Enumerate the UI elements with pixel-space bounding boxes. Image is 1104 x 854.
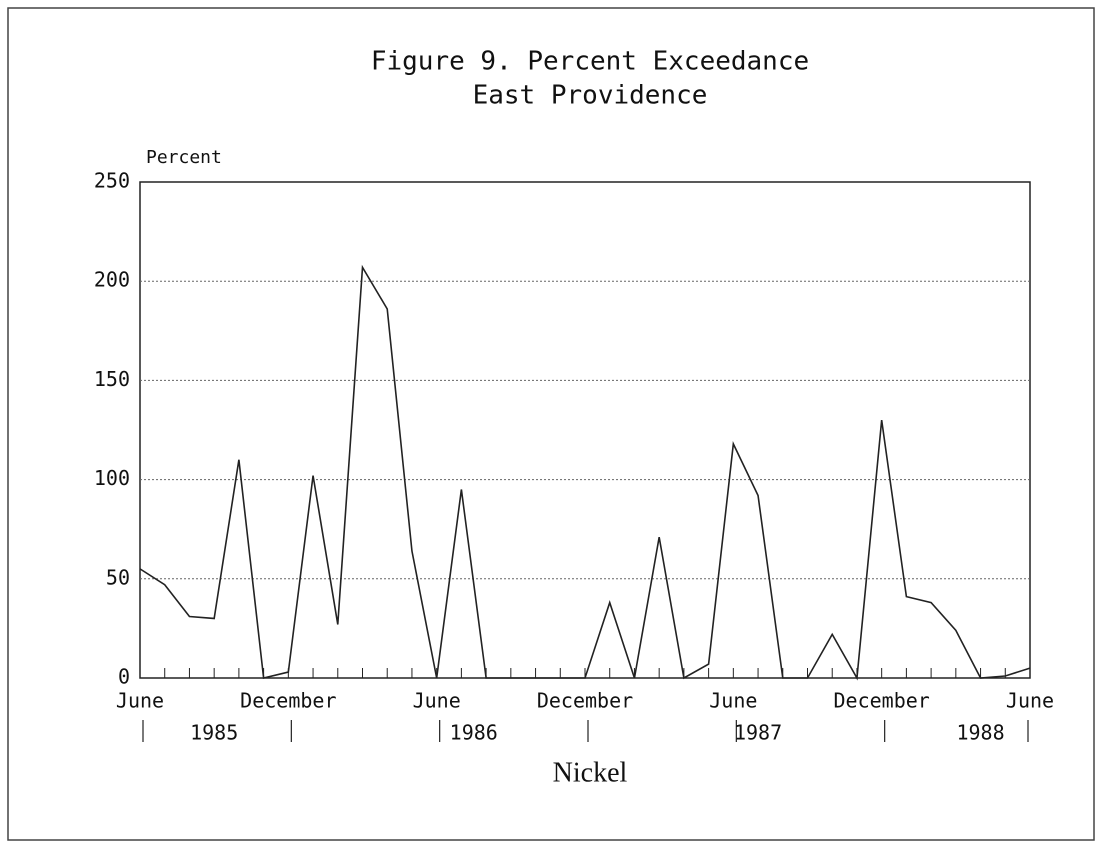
x-tick-label: December [537, 689, 633, 713]
y-tick-label: 0 [118, 665, 130, 689]
y-tick-label: 200 [94, 268, 130, 292]
frame [7, 7, 1095, 841]
y-axis-label: Percent [146, 147, 222, 168]
x-tick-label: June [1006, 689, 1054, 713]
y-tick-label: 150 [94, 367, 130, 391]
data-line [139, 264, 1031, 681]
year-label: 1986 [450, 721, 498, 745]
chart-subtitle: East Providence [473, 81, 708, 111]
x-tick-label: June [413, 689, 461, 713]
x-tick-label: June [116, 689, 164, 713]
x-tick-label: December [834, 689, 930, 713]
y-tick-label: 100 [94, 466, 130, 490]
x-axis-label: Nickel [553, 757, 628, 788]
year-label: 1987 [734, 721, 782, 745]
year-label: 1988 [956, 721, 1004, 745]
y-tick-label: 50 [106, 565, 130, 589]
year-label: 1985 [190, 721, 238, 745]
plot-area [139, 181, 1031, 679]
x-tick-label: December [240, 689, 336, 713]
x-tick-label: June [709, 689, 757, 713]
chart-title: Figure 9. Percent Exceedance [371, 47, 809, 77]
y-tick-label: 250 [94, 169, 130, 193]
